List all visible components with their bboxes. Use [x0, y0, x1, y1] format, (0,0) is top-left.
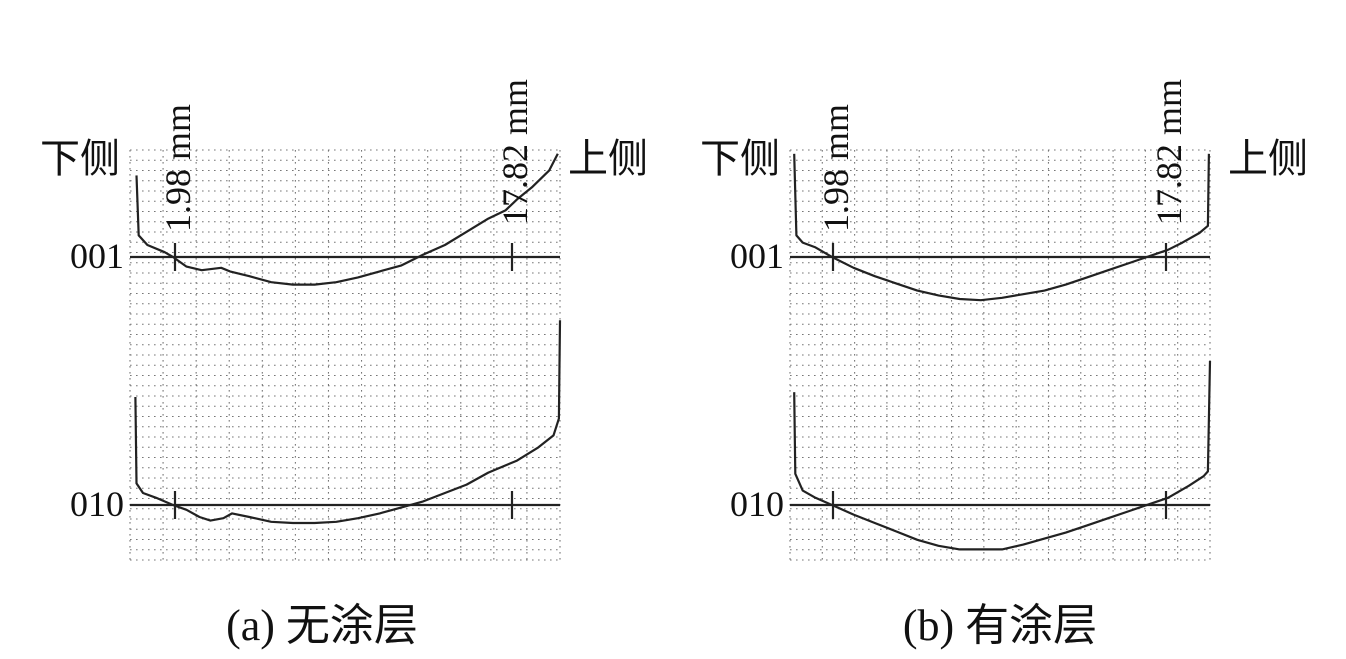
panel-caption: (a) 无涂层: [226, 601, 418, 650]
panel-caption: (b) 有涂层: [903, 601, 1097, 650]
profile-curve-001: [793, 153, 1210, 302]
profile-curve-001: [135, 153, 559, 286]
row-label: 010: [70, 484, 124, 524]
grid: [789, 149, 1211, 561]
row-label: 001: [70, 236, 124, 276]
chart-panel-b: 001 010 1.98 mm 17.82 mm 下侧 上侧 (b) 有涂层: [700, 79, 1308, 650]
row-label: 001: [730, 236, 784, 276]
lower-side-label: 下侧: [700, 136, 780, 181]
profile-curve-010: [134, 320, 562, 525]
profile-curve-010: [793, 360, 1212, 551]
upper-side-label: 上侧: [1228, 136, 1308, 181]
upper-side-label: 上侧: [568, 136, 648, 181]
marker-label: 17.82 mm: [1149, 79, 1189, 225]
marker-label: 1.98 mm: [816, 104, 856, 232]
lower-side-label: 下侧: [40, 136, 120, 181]
marker-label: 17.82 mm: [495, 79, 535, 225]
row-label: 010: [730, 484, 784, 524]
marker-label: 1.98 mm: [158, 104, 198, 232]
chart-panel-a: 001 010 1.98 mm 17.82 mm 下侧 上侧 (a) 无涂层: [40, 79, 648, 650]
